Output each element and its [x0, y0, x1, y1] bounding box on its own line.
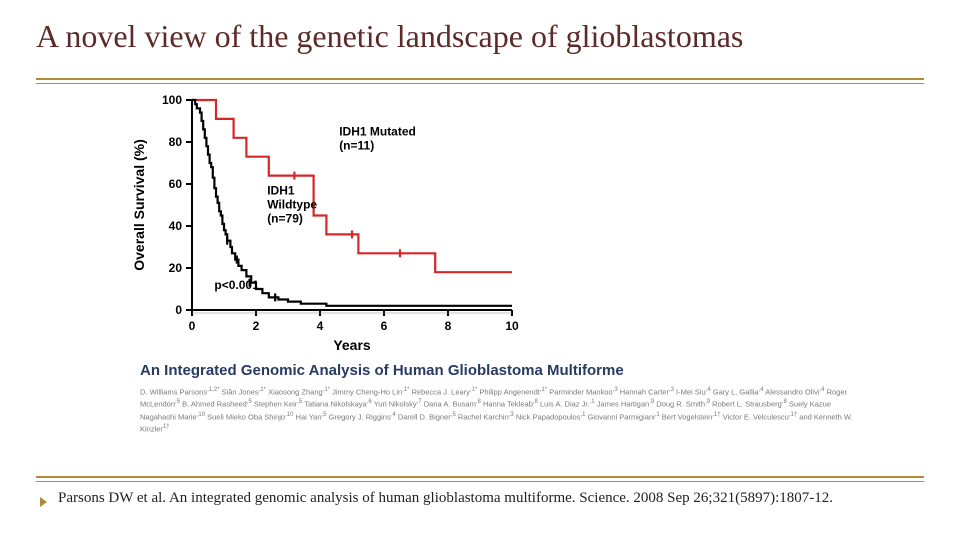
paper-title: An Integrated Genomic Analysis of Human … — [140, 362, 624, 379]
kaplan-meier-svg: 0246810020406080100YearsOverall Survival… — [130, 90, 550, 350]
svg-text:80: 80 — [169, 135, 183, 149]
svg-text:0: 0 — [175, 303, 182, 317]
footer-citation: Parsons DW et al. An integrated genomic … — [58, 490, 833, 507]
svg-text:6: 6 — [381, 319, 388, 333]
svg-text:20: 20 — [169, 261, 183, 275]
svg-text:10: 10 — [505, 319, 519, 333]
svg-text:8: 8 — [445, 319, 452, 333]
slide: A novel view of the genetic landscape of… — [0, 0, 960, 540]
title-rule-bottom — [36, 83, 924, 84]
svg-text:2: 2 — [253, 319, 260, 333]
svg-text:Wildtype: Wildtype — [267, 198, 317, 212]
title-rule-top — [36, 78, 924, 80]
svg-text:IDH1: IDH1 — [267, 184, 295, 198]
svg-text:0: 0 — [189, 319, 196, 333]
footer-rule-top — [36, 476, 924, 478]
svg-text:Overall Survival (%): Overall Survival (%) — [131, 139, 147, 271]
svg-text:4: 4 — [317, 319, 324, 333]
svg-text:Years: Years — [333, 337, 371, 350]
svg-text:(n=11): (n=11) — [339, 139, 374, 153]
svg-text:(n=79): (n=79) — [267, 212, 303, 226]
survival-chart: 0246810020406080100YearsOverall Survival… — [130, 90, 550, 350]
svg-text:40: 40 — [169, 219, 183, 233]
svg-text:p<0.001: p<0.001 — [214, 278, 259, 292]
paper-title-block: An Integrated Genomic Analysis of Human … — [140, 362, 860, 380]
svg-text:60: 60 — [169, 177, 183, 191]
svg-text:100: 100 — [162, 93, 182, 107]
title-wrap: A novel view of the genetic landscape of… — [36, 18, 924, 55]
slide-title: A novel view of the genetic landscape of… — [36, 18, 924, 55]
footer-rule-bottom — [36, 481, 924, 482]
footer-bullet-icon — [40, 497, 47, 507]
author-list: D. Williams Parsons,1,2* Siân Jones,1* X… — [140, 386, 860, 436]
svg-text:IDH1 Mutated: IDH1 Mutated — [339, 125, 416, 139]
